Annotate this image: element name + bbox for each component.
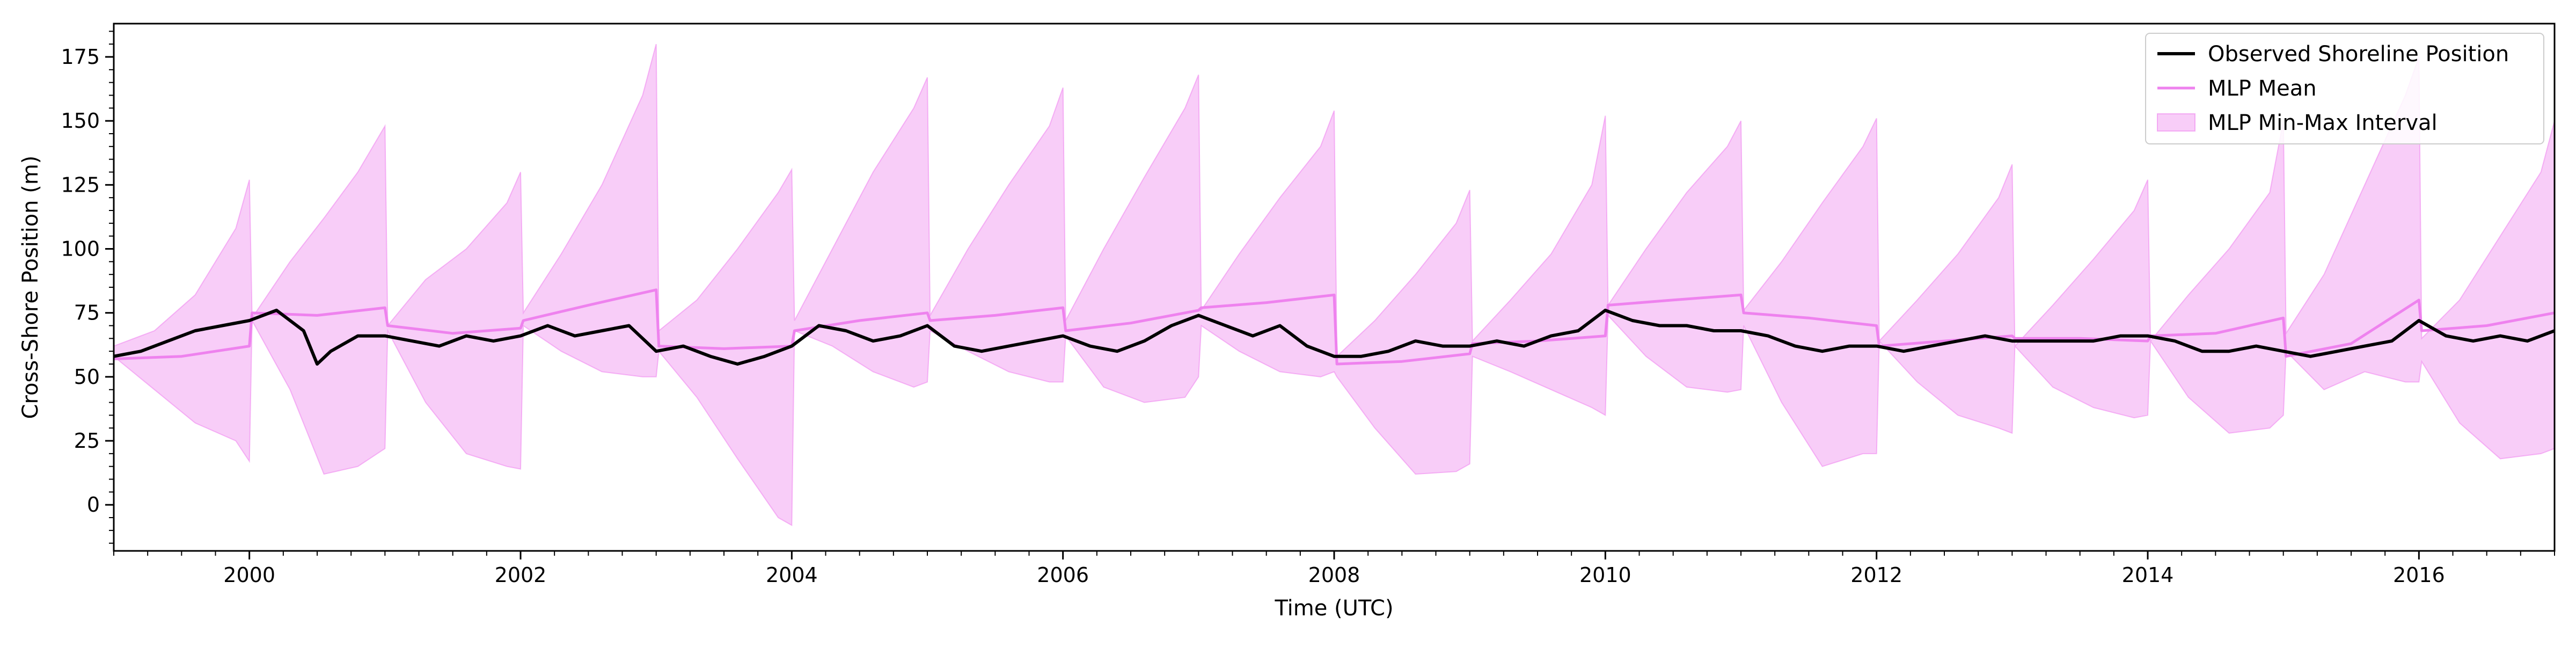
legend: Observed Shoreline Position MLP Mean MLP… — [2145, 33, 2544, 144]
mean-layer — [114, 288, 2555, 366]
y-tick-label: 100 — [61, 237, 100, 260]
observed-layer — [114, 308, 2555, 366]
y-tick-label: 25 — [74, 429, 100, 453]
x-tick-label: 2012 — [1850, 563, 1902, 587]
x-tick-label: 2010 — [1579, 563, 1631, 587]
y-tick-label: 150 — [61, 109, 100, 133]
observed-shoreline-line — [114, 308, 2555, 366]
mlp-mean-line — [114, 288, 2555, 366]
x-axis-label: Time (UTC) — [1274, 596, 1393, 621]
y-tick-label: 125 — [61, 173, 100, 197]
y-tick-label: 75 — [74, 301, 100, 325]
y-tick-label: 175 — [61, 45, 100, 69]
y-tick-label: 50 — [74, 365, 100, 389]
x-tick-label: 2008 — [1308, 563, 1360, 587]
mlp-min-max-band — [114, 43, 2555, 527]
x-tick-label: 2006 — [1037, 563, 1089, 587]
y-axis: 0 25 50 75 100 125 150 175 — [61, 31, 114, 544]
y-axis-label: Cross-Shore Position (m) — [18, 156, 43, 419]
band-layer — [114, 43, 2555, 527]
y-tick-label: 0 — [87, 493, 100, 517]
x-tick-label: 2016 — [2393, 563, 2445, 587]
x-tick-label: 2014 — [2122, 563, 2174, 587]
legend-box — [2145, 33, 2544, 144]
x-tick-label: 2000 — [223, 563, 275, 587]
legend-label-band: MLP Min-Max Interval — [2208, 111, 2438, 135]
legend-label-mean: MLP Mean — [2208, 76, 2317, 101]
legend-swatch-band — [2157, 113, 2196, 132]
x-tick-label: 2002 — [495, 563, 547, 587]
x-axis: 2000 2002 2004 2006 2008 2010 2012 2014 2016 — [113, 551, 2555, 587]
x-tick-label: 2004 — [766, 563, 818, 587]
legend-label-observed: Observed Shoreline Position — [2208, 42, 2509, 67]
